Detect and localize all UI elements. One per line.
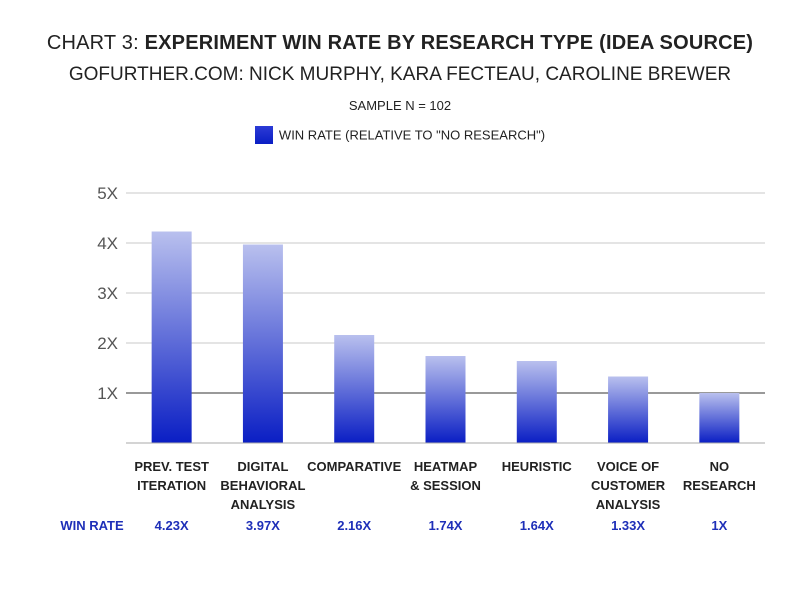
chart-subtitle: GOFURTHER.COM: NICK MURPHY, KARA FECTEAU… xyxy=(68,64,732,85)
chart-title-main: EXPERIMENT WIN RATE BY RESEARCH TYPE (ID… xyxy=(144,32,754,54)
bar xyxy=(699,393,740,443)
x-category-label: VOICE OF xyxy=(597,459,659,474)
x-category-label: ANALYSIS xyxy=(596,497,661,512)
y-tick-label: 3X xyxy=(97,284,118,303)
x-category-label: ANALYSIS xyxy=(231,497,296,512)
y-tick-label: 1X xyxy=(97,384,118,403)
chart-legend: WIN RATE (RELATIVE TO "NO RESEARCH") xyxy=(0,126,800,144)
data-label: 4.23X xyxy=(155,518,189,533)
x-category-label: HEURISTIC xyxy=(502,459,573,474)
legend-label: WIN RATE (RELATIVE TO "NO RESEARCH") xyxy=(278,127,546,143)
data-label: 3.97X xyxy=(246,518,280,533)
x-category-label: COMPARATIVE xyxy=(307,459,401,474)
data-label: 1X xyxy=(711,518,727,533)
data-label: 1.33X xyxy=(611,518,645,533)
legend-swatch xyxy=(254,126,273,144)
x-category-label: NO xyxy=(710,459,730,474)
win-rate-row-label: WIN RATE xyxy=(60,518,124,533)
gridlines xyxy=(126,192,765,394)
x-category-label: HEATMAP xyxy=(414,459,478,474)
bars xyxy=(151,231,740,443)
bar xyxy=(334,335,375,443)
bar xyxy=(242,244,283,443)
y-tick-label: 5X xyxy=(97,184,118,203)
y-tick-label: 4X xyxy=(97,234,118,253)
y-tick-label: 2X xyxy=(97,334,118,353)
sample-note: SAMPLE N = 102 xyxy=(348,98,452,113)
x-category-label: DIGITAL xyxy=(237,459,288,474)
x-category-label: & SESSION xyxy=(410,478,481,493)
x-category-label: BEHAVIORAL xyxy=(220,478,305,493)
bar xyxy=(151,231,192,443)
bar xyxy=(516,361,557,443)
chart-title-prefix: CHART 3: xyxy=(46,32,145,54)
x-category-label: RESEARCH xyxy=(683,478,756,493)
bar xyxy=(608,376,649,443)
data-label: 1.74X xyxy=(429,518,463,533)
x-category-label: ITERATION xyxy=(137,478,206,493)
chart-title: CHART 3: EXPERIMENT WIN RATE BY RESEARCH… xyxy=(0,32,800,55)
data-label: 1.64X xyxy=(520,518,554,533)
labels: PREV. TEST ITERATION DIGITAL BEHAVIORAL ANAL… xyxy=(60,459,755,533)
axes: 1X 2X 3X 4X 5X xyxy=(97,184,765,444)
x-category-label: PREV. TEST xyxy=(134,459,209,474)
bar xyxy=(425,356,466,443)
x-category-label: CUSTOMER xyxy=(591,478,666,493)
data-label: 2.16X xyxy=(337,518,371,533)
